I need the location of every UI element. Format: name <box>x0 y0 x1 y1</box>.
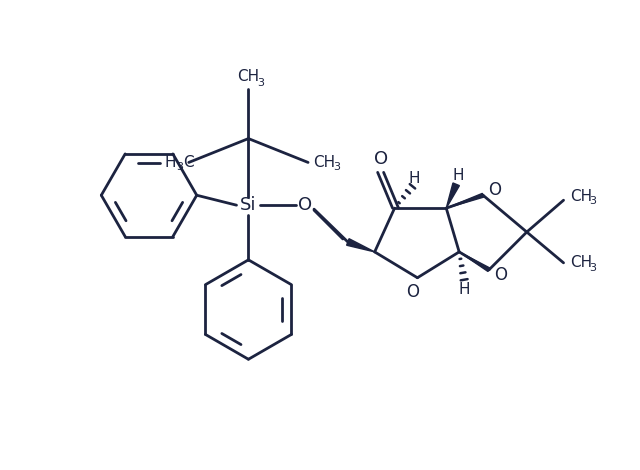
Text: 3: 3 <box>589 263 596 273</box>
Text: H: H <box>458 282 470 297</box>
Text: H: H <box>164 155 176 170</box>
Polygon shape <box>446 193 484 208</box>
Text: 3: 3 <box>257 78 264 88</box>
Text: CH: CH <box>570 255 593 270</box>
Text: O: O <box>494 266 507 284</box>
Polygon shape <box>347 239 374 252</box>
Text: 3: 3 <box>589 196 596 206</box>
Text: H: H <box>409 171 420 186</box>
Polygon shape <box>459 252 490 272</box>
Text: 3: 3 <box>176 163 183 172</box>
Text: CH: CH <box>237 70 259 85</box>
Text: CH: CH <box>570 189 593 204</box>
Text: Si: Si <box>240 196 257 214</box>
Text: CH: CH <box>313 155 335 170</box>
Text: O: O <box>298 196 312 214</box>
Text: H: H <box>452 168 464 183</box>
Text: O: O <box>406 282 419 301</box>
Text: O: O <box>488 181 501 199</box>
Text: C: C <box>183 155 193 170</box>
Text: 3: 3 <box>333 163 340 172</box>
Text: O: O <box>374 150 388 168</box>
Polygon shape <box>446 183 460 208</box>
